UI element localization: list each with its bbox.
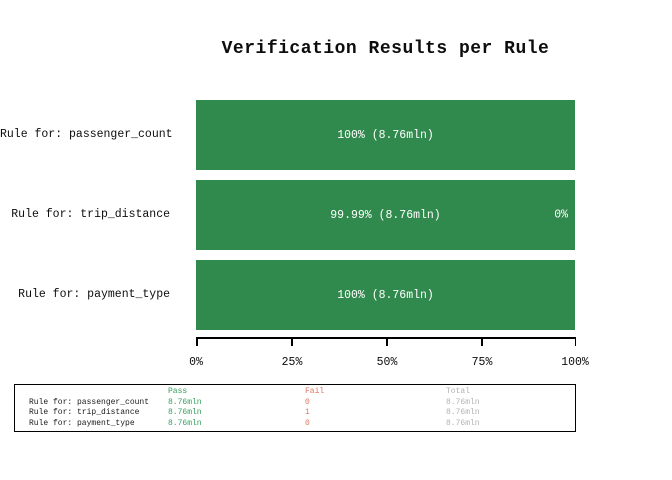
summary-pass-value: 8.76mln (168, 408, 202, 417)
x-axis-tick-100 (574, 337, 576, 346)
summary-total-value: 8.76mln (446, 408, 480, 417)
x-axis-tick-75 (481, 337, 483, 346)
bar-category-label-passenger-count: Rule for: passenger_count (0, 128, 173, 141)
summary-header-fail: Fail (305, 387, 325, 396)
summary-total-value: 8.76mln (446, 397, 480, 407)
x-axis-tick-label: 50% (376, 356, 398, 369)
bar-category-label-trip-distance: Rule for: trip_distance (11, 208, 170, 221)
summary-row-label: Rule for: trip_distance (29, 408, 140, 417)
summary-fail-value: 1 (305, 408, 310, 417)
x-axis-tick-label: 0% (189, 356, 203, 369)
bar-category-label-payment-type: Rule for: payment_type (18, 288, 170, 301)
summary-row-trip-distance: Rule for: trip_distance 8.76mln 1 8.76ml… (15, 408, 575, 419)
summary-fail-value: 0 (305, 397, 310, 407)
summary-corner-cell (15, 387, 168, 398)
pass-bar-trip-distance: 99.99% (8.76mln) 0% (196, 180, 575, 250)
x-axis-tick-label: 75% (471, 356, 493, 369)
summary-pass-value: 8.76mln (168, 397, 202, 407)
fail-value-label: 0% (554, 208, 568, 222)
chart-title: Verification Results per Rule (221, 39, 550, 59)
summary-header-pass: Pass (168, 387, 188, 396)
pass-bar-payment-type: 100% (8.76mln) (196, 260, 575, 330)
x-axis-tick-label: 25% (281, 356, 303, 369)
bar-value-label: 99.99% (8.76mln) (330, 208, 441, 222)
pass-bar-passenger-count: 100% (8.76mln) (196, 100, 575, 170)
summary-row-passenger-count: Rule for: passenger_count 8.76mln 0 8.76… (15, 398, 575, 409)
summary-row-label: Rule for: payment_type (29, 418, 135, 428)
summary-header-row: Pass Fail Total (15, 387, 575, 398)
summary-table: Pass Fail Total Rule for: passenger_coun… (14, 384, 576, 432)
summary-fail-value: 0 (305, 418, 310, 428)
x-axis-tick-50 (386, 337, 388, 346)
bar-value-label: 100% (8.76mln) (337, 128, 434, 142)
summary-total-value: 8.76mln (446, 418, 480, 428)
summary-header-total: Total (446, 387, 471, 396)
summary-row-payment-type: Rule for: payment_type 8.76mln 0 8.76mln (15, 419, 575, 430)
summary-pass-value: 8.76mln (168, 418, 202, 428)
bar-value-label: 100% (8.76mln) (337, 288, 434, 302)
x-axis-tick-0 (196, 337, 198, 346)
x-axis-tick-25 (291, 337, 293, 346)
x-axis-tick-label: 100% (561, 356, 589, 369)
summary-row-label: Rule for: passenger_count (29, 397, 150, 407)
